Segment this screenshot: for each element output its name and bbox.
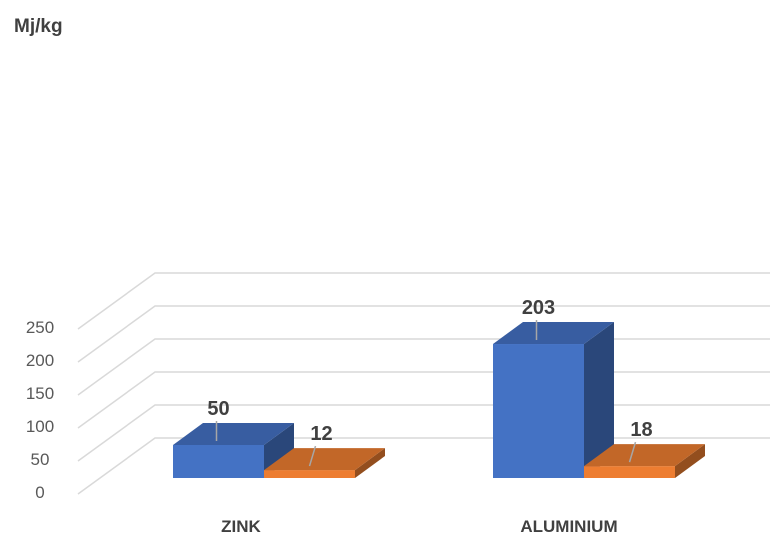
category-label: ALUMINIUM xyxy=(520,517,617,536)
bar-top xyxy=(173,423,294,445)
y-tick-label: 200 xyxy=(26,351,54,370)
bar-side xyxy=(355,448,385,478)
bar-top xyxy=(584,444,705,467)
y-tick-label: 0 xyxy=(35,483,44,502)
bar-top xyxy=(264,448,385,471)
data-label-leader xyxy=(308,445,317,467)
bar xyxy=(493,344,584,478)
bars: 50 12 203 18 xyxy=(173,297,705,478)
data-label: 12 xyxy=(310,423,332,445)
y-axis-ticks: 0 50 100 150 200 250 xyxy=(26,318,54,502)
data-label: 18 xyxy=(630,419,652,441)
y-axis-unit-label: Mj/kg xyxy=(14,16,63,37)
category-labels: ZINK ALUMINIUM xyxy=(221,517,617,536)
category-label: ZINK xyxy=(221,517,261,536)
bar xyxy=(264,470,355,478)
bar-side xyxy=(675,444,705,478)
gridline xyxy=(77,305,770,363)
gridline xyxy=(77,338,770,396)
data-label: 50 xyxy=(207,398,229,420)
y-tick-label: 50 xyxy=(31,450,50,469)
gridline xyxy=(77,371,770,429)
data-label: 203 xyxy=(522,297,555,319)
bar xyxy=(584,466,675,478)
bar xyxy=(173,445,264,478)
data-label-leader xyxy=(628,441,637,463)
gridline xyxy=(77,272,770,330)
bar-side xyxy=(584,322,614,478)
y-tick-label: 250 xyxy=(26,318,54,337)
y-tick-label: 100 xyxy=(26,417,54,436)
bar-top xyxy=(493,322,614,345)
bar-side xyxy=(264,423,294,478)
y-tick-label: 150 xyxy=(26,384,54,403)
